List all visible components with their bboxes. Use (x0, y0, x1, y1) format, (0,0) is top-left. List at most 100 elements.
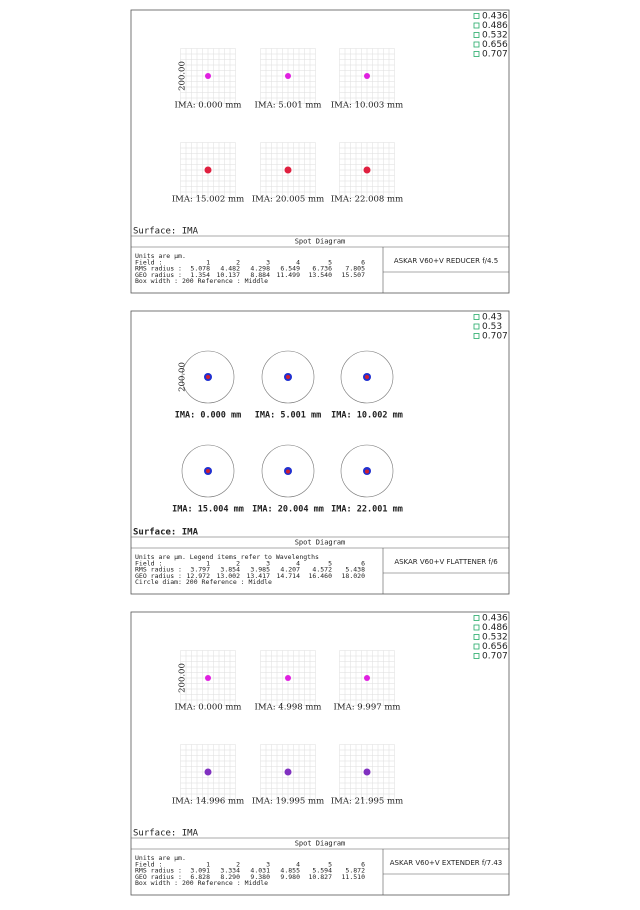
lens-title: ASKAR V60+V EXTENDER f/7.43 (390, 859, 503, 867)
table-cell: 13.540 (309, 271, 333, 279)
field-label: IMA: 5.001 mm (255, 101, 322, 111)
airy-circle (261, 444, 315, 498)
legend-swatch (473, 615, 480, 621)
diagram-title: Spot Diagram (295, 539, 346, 547)
spot-core (206, 469, 210, 473)
table-cell: 5.438 (345, 566, 365, 574)
axis-label: 200.00 (178, 61, 188, 91)
table-cell: 1.354 (190, 271, 210, 279)
table-cell: 7.805 (345, 265, 365, 273)
table-cell: 5 (328, 258, 332, 266)
legend-label: 0.43 (482, 313, 502, 323)
surface-label: Surface: IMA (133, 829, 199, 839)
table-cell: 6.828 (190, 873, 210, 881)
field-label: IMA: 21.995 mm (331, 797, 403, 807)
legend-label: 0.436 (482, 614, 508, 624)
legend-label: 0.707 (482, 332, 508, 342)
spot (363, 166, 371, 174)
legend-label: 0.707 (482, 50, 508, 60)
spot (284, 768, 292, 776)
table-cell: 4 (296, 860, 300, 868)
diagram-title: Spot Diagram (295, 238, 346, 246)
spot (285, 675, 291, 681)
table-cell: 1 (206, 860, 210, 868)
table-cell: 4.855 (280, 867, 300, 875)
legend-label: 0.656 (482, 40, 508, 50)
table-row-label: RMS radius : (135, 867, 182, 875)
panel-border (130, 9, 510, 294)
footer-note: Box width : 200 Reference : Middle (135, 879, 268, 887)
table-cell: 6.736 (312, 265, 332, 273)
field-label: IMA: 14.996 mm (172, 797, 244, 807)
field-label: IMA: 22.001 mm (331, 505, 403, 515)
spot-core (365, 375, 369, 379)
table-cell: 11.499 (277, 271, 301, 279)
legend-swatch (473, 624, 480, 631)
legend-swatch (473, 13, 480, 19)
airy-circle (181, 444, 235, 498)
airy-circle (261, 350, 315, 404)
table-cell: 6 (361, 860, 365, 868)
legend-swatch (473, 333, 480, 339)
table-cell: 6 (361, 559, 365, 567)
table-cell: 4 (296, 258, 300, 266)
legend-label: 0.532 (482, 633, 508, 643)
spot-core (365, 469, 369, 474)
spot (284, 166, 292, 174)
table-cell: 13.417 (247, 572, 271, 580)
spot (364, 675, 370, 681)
field-label: IMA: 0.000 mm (175, 101, 242, 111)
table-cell: 4.482 (220, 265, 240, 273)
table-cell: 12.972 (187, 572, 211, 580)
field-label: IMA: 4.998 mm (255, 703, 322, 713)
surface-label: Surface: IMA (133, 528, 199, 538)
table-cell: 11.510 (342, 873, 366, 881)
field-label: IMA: 9.997 mm (334, 703, 401, 713)
panel-border (130, 611, 510, 896)
table-cell: 8.290 (220, 873, 240, 881)
table-cell: 10.827 (309, 873, 333, 881)
spot (285, 73, 291, 79)
footer-note: Box width : 200 Reference : Middle (135, 277, 268, 285)
legend-swatch (473, 643, 480, 650)
spot (204, 166, 212, 174)
spot (363, 768, 371, 776)
field-label: IMA: 15.004 mm (172, 505, 244, 515)
spot-core (286, 375, 290, 379)
table-cell: 5.078 (190, 265, 210, 273)
legend-swatch (473, 314, 480, 320)
legend-label: 0.53 (482, 322, 502, 332)
legend-swatch (473, 32, 480, 38)
table-row-label: GEO radius : (135, 271, 182, 279)
table-cell: 3.854 (220, 566, 240, 574)
table-cell: 1 (206, 258, 210, 266)
table-row-label: Field : (135, 860, 162, 868)
units-note: Units are µm. (135, 252, 186, 260)
legend-swatch (473, 41, 480, 48)
surface-label: Surface: IMA (133, 227, 199, 237)
airy-circle (340, 444, 394, 498)
legend-swatch (473, 323, 480, 330)
lens-title: ASKAR V60+V FLATTENER f/6 (394, 558, 498, 566)
table-cell: 4.031 (250, 867, 270, 875)
spot-core (286, 469, 290, 474)
table-cell: 3 (266, 258, 270, 266)
table-row-label: GEO radius : (135, 572, 182, 580)
table-row-label: Field : (135, 258, 162, 266)
spot (205, 675, 211, 681)
table-cell: 5 (328, 559, 332, 567)
table-row-label: RMS radius : (135, 566, 182, 574)
legend-swatch (473, 634, 480, 640)
field-label: IMA: 20.004 mm (252, 505, 324, 515)
field-label: IMA: 0.000 mm (175, 411, 242, 421)
airy-circle (181, 350, 235, 404)
table-cell: 5.872 (345, 867, 365, 875)
table-cell: 4.298 (250, 265, 270, 273)
table-row-label: RMS radius : (135, 265, 182, 273)
airy-circle (340, 350, 394, 404)
table-cell: 18.020 (342, 572, 366, 580)
table-cell: 9.980 (280, 873, 300, 881)
field-label: IMA: 22.008 mm (331, 195, 403, 205)
units-note: Units are µm. (135, 854, 186, 862)
